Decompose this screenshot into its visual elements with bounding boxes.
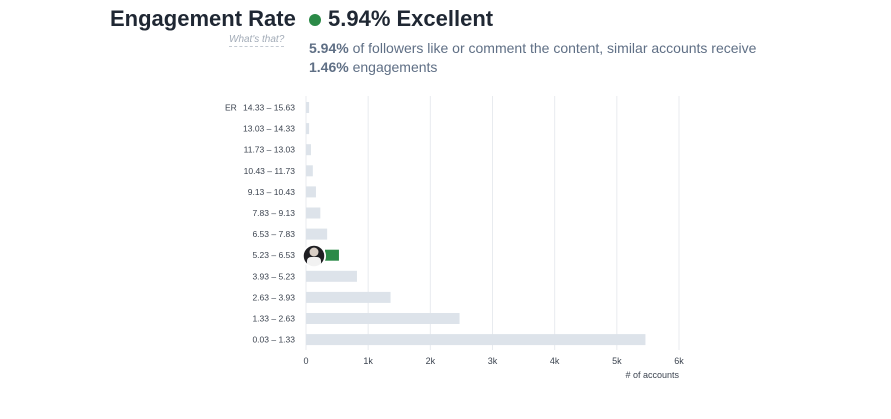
whats-that-link[interactable]: What's that? bbox=[229, 34, 285, 47]
desc-text-2: engagements bbox=[352, 59, 438, 75]
bar bbox=[306, 186, 316, 198]
bar bbox=[306, 207, 321, 219]
x-tick-label: 2k bbox=[426, 356, 436, 366]
account-avatar-icon bbox=[302, 244, 326, 268]
y-tick-label: 14.33 – 15.63 bbox=[243, 103, 295, 113]
y-tick-label: 7.83 – 9.13 bbox=[252, 208, 295, 218]
y-tick-label: 2.63 – 3.93 bbox=[252, 292, 295, 302]
x-tick-label: 4k bbox=[550, 356, 560, 366]
y-tick-label: 6.53 – 7.83 bbox=[252, 229, 295, 239]
x-tick-label: 1k bbox=[363, 356, 373, 366]
bar bbox=[306, 334, 646, 346]
bar bbox=[306, 144, 311, 156]
page-title: Engagement Rate bbox=[110, 6, 296, 31]
y-tick-label: 0.03 – 1.33 bbox=[252, 335, 295, 345]
y-tick-label: 1.33 – 2.63 bbox=[252, 314, 295, 324]
y-tick-label: 11.73 – 13.03 bbox=[244, 145, 296, 155]
bar bbox=[306, 123, 310, 135]
bar bbox=[306, 228, 328, 240]
x-tick-label: 3k bbox=[488, 356, 498, 366]
desc-text: of followers like or comment the content… bbox=[352, 40, 757, 56]
desc-value: 5.94% bbox=[309, 40, 349, 56]
y-tick-label: 9.13 – 10.43 bbox=[248, 187, 296, 197]
bar bbox=[306, 291, 391, 303]
bar bbox=[306, 165, 313, 177]
y-tick-label: 5.23 – 6.53 bbox=[252, 250, 295, 260]
bar bbox=[306, 313, 460, 324]
engagement-description: 5.94% of followers like or comment the c… bbox=[309, 39, 779, 77]
bar bbox=[306, 270, 357, 282]
y-tick-label: 3.93 – 5.23 bbox=[252, 271, 295, 281]
y-axis-prefix: ER bbox=[225, 103, 237, 113]
status-dot-icon bbox=[309, 14, 321, 26]
y-tick-label: 13.03 – 14.33 bbox=[243, 124, 295, 134]
bar bbox=[306, 102, 310, 113]
desc-value-2: 1.46% bbox=[309, 59, 349, 75]
engagement-score: 5.94% Excellent bbox=[328, 6, 494, 31]
y-tick-label: 10.43 – 11.73 bbox=[244, 166, 296, 176]
x-axis-title: # of accounts bbox=[625, 370, 679, 380]
x-tick-label: 6k bbox=[674, 356, 684, 366]
highlight-bar bbox=[325, 249, 339, 261]
x-tick-label: 5k bbox=[612, 356, 622, 366]
x-tick-label: 0 bbox=[303, 356, 308, 366]
